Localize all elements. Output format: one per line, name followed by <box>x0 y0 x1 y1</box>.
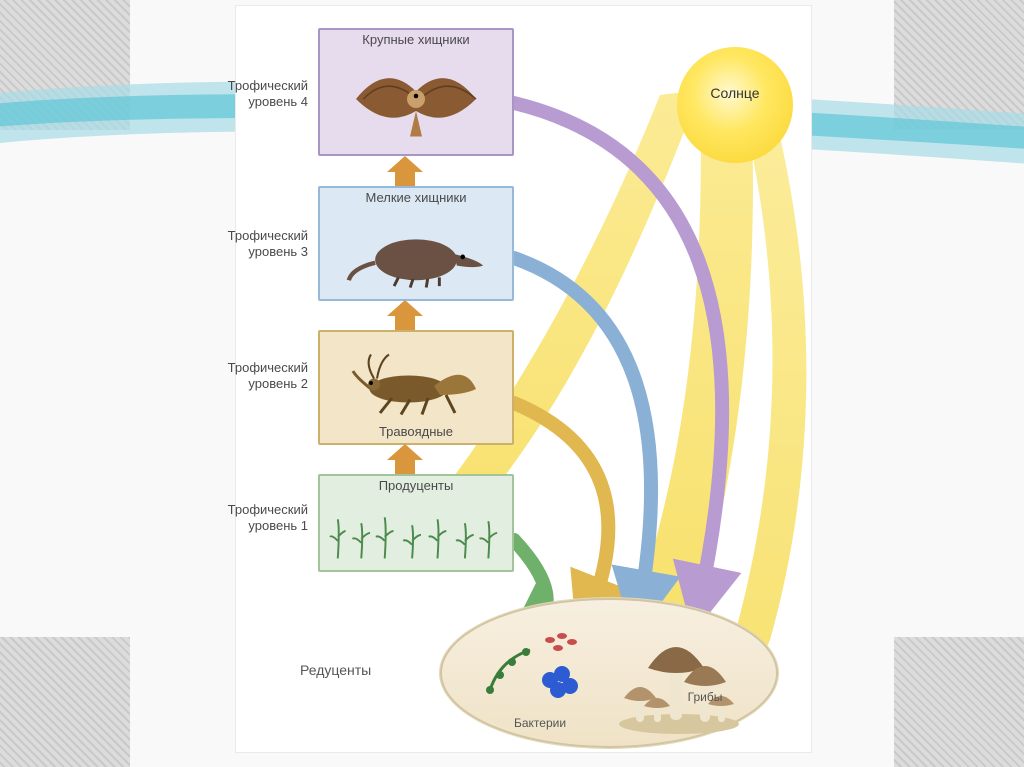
bacteria-label: Бактерии <box>500 716 580 730</box>
fungi-label: Грибы <box>670 690 740 704</box>
decomposer-oval <box>440 598 778 748</box>
decomposer-label: Редуценты <box>300 662 410 678</box>
fungi-illustration <box>604 616 754 736</box>
diagram-stage: Солнце Крупные хищники Трофическийуровен… <box>0 0 1024 767</box>
bacteria-illustration <box>470 620 610 720</box>
